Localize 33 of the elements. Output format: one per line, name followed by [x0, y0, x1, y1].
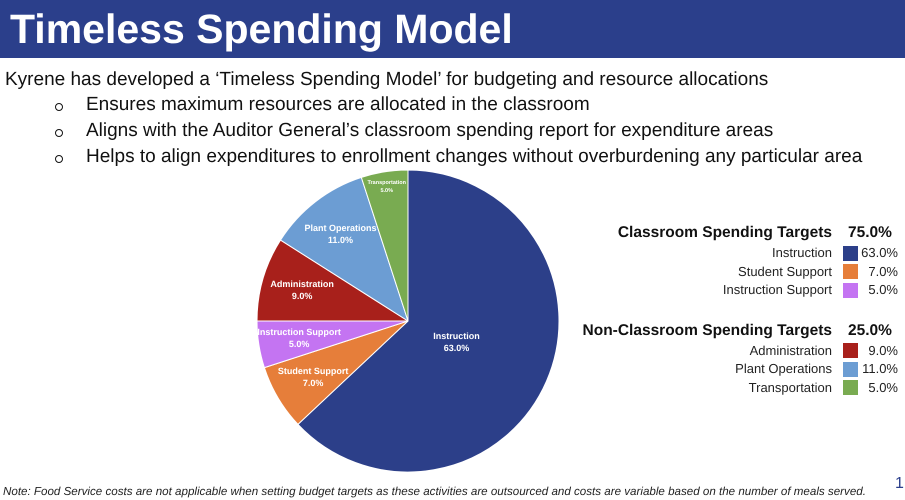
- text: Non-Classroom Spending Targets: [582, 320, 833, 340]
- data-label: 7.0%: [302, 378, 324, 388]
- text: 63.0%: [861, 245, 898, 260]
- text: 1: [895, 475, 904, 493]
- text: 5.0%: [868, 380, 898, 394]
- slice-label: Instruction: [433, 330, 480, 341]
- text: Ensures maximum resources are allocated in the classroom: [86, 94, 590, 116]
- legend-label: Instruction: [772, 244, 833, 262]
- slice-label: Plant Operations: [304, 222, 376, 233]
- text: Note: Food Service costs are not applicable when setting budget targets as these activities are outsourced and costs are variable based on the number of meals served.: [3, 484, 866, 499]
- legend-label: Administration: [750, 342, 833, 360]
- text: Classroom Spending Targets: [618, 223, 833, 243]
- text: 11.0%: [862, 361, 898, 376]
- text: Helps to align expenditures to enrollment changes without overburdening any particular area: [86, 146, 862, 168]
- text: 7.0%: [868, 264, 898, 278]
- text: Aligns with the Auditor General’s classroom spending report for expenditure areas: [86, 120, 774, 142]
- chart-title: Timeless Spending Model: [10, 5, 513, 54]
- data-label: 9.0%: [292, 291, 312, 302]
- legend-label: Transportation: [748, 378, 833, 397]
- data-label: 5.0%: [288, 339, 310, 350]
- text: 9.0%: [868, 342, 898, 358]
- slice-label: Student Support: [278, 366, 348, 376]
- slice-label: Instruction Support: [257, 327, 341, 338]
- text: 75.0%: [847, 223, 892, 243]
- legend-label: Instruction Support: [722, 281, 833, 299]
- chart-subtitle: Kyrene has developed a ‘Timeless Spending Model’ for budgeting and resource allocations: [5, 69, 768, 91]
- text: 5.0%: [868, 282, 898, 297]
- legend-label: Student Support: [738, 262, 833, 281]
- data-label: 11.0%: [328, 234, 353, 245]
- data-label: 63.0%: [444, 342, 470, 353]
- legend-label: Plant Operations: [735, 360, 833, 378]
- text: 25.0%: [847, 320, 892, 340]
- slice-label: Administration: [270, 279, 334, 290]
